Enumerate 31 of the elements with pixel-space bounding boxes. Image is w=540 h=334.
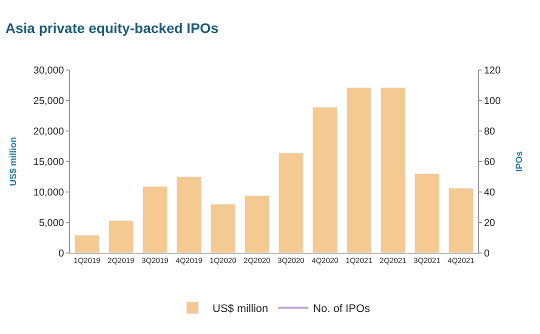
bar: [380, 87, 406, 253]
y2-tick-label: 60: [484, 157, 496, 168]
bar: [108, 220, 134, 253]
legend-label: No. of IPOs: [313, 303, 370, 316]
y2-tick-label: 0: [484, 248, 490, 260]
y2-tick-label: 120: [484, 66, 502, 76]
y2-tick-label: 40: [484, 188, 496, 198]
y-tick-label: 20,000: [33, 126, 64, 138]
y-tick-label: 25,000: [33, 96, 64, 107]
y2-tick-label: 80: [484, 126, 496, 138]
bar: [142, 186, 168, 253]
legend-label: US$ million: [212, 303, 268, 316]
y-tick-label: 10,000: [33, 188, 64, 198]
bar: [278, 152, 304, 253]
bar: [210, 204, 236, 253]
y2-tick-label: 20: [484, 218, 496, 229]
bar: [312, 106, 338, 253]
y-tick-label: 15,000: [33, 157, 64, 168]
bar: [176, 176, 202, 253]
bar: [244, 195, 270, 253]
bar: [448, 188, 474, 253]
y-tick-label: 5,000: [38, 218, 64, 229]
bar: [414, 173, 440, 253]
y2-tick-label: 100: [484, 96, 502, 107]
bar: [74, 235, 100, 253]
y2-axis-title: IPOs: [514, 151, 524, 172]
y-tick-label: 30,000: [33, 66, 64, 76]
bar: [346, 87, 372, 253]
y-tick-label: 0: [58, 248, 64, 260]
y-axis-title: US$ million: [8, 136, 18, 186]
chart-title: Asia private equity-backed IPOs: [5, 20, 219, 36]
